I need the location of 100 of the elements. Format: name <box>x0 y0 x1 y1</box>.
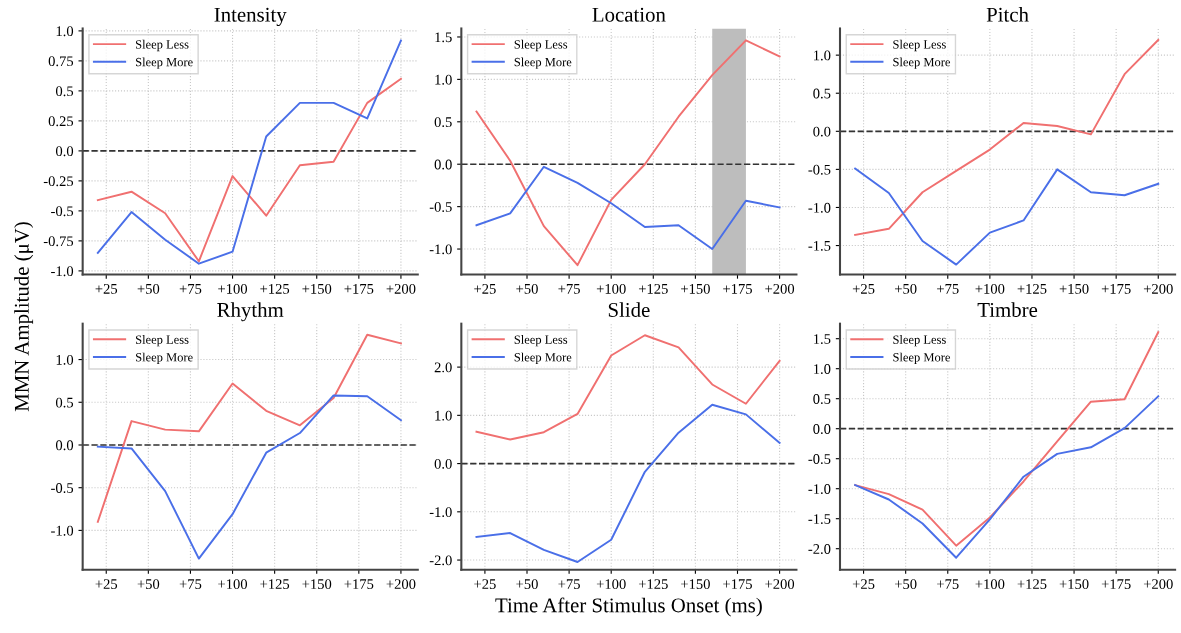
legend-label: Sleep More <box>136 57 193 69</box>
legend-label: Sleep More <box>893 57 951 69</box>
x-tick-label: +100 <box>596 283 626 294</box>
x-tick-label: +125 <box>260 579 290 589</box>
x-tick-label: +175 <box>723 579 752 589</box>
x-tick-label: +50 <box>516 579 538 589</box>
legend-label: Sleep More <box>893 352 951 365</box>
chart-title: Pitch <box>986 7 1029 22</box>
x-tick-label: +150 <box>681 579 710 589</box>
line-series <box>96 39 402 265</box>
line-series <box>854 167 1160 266</box>
legend-label: Sleep Less <box>136 335 189 347</box>
x-tick-label: +125 <box>638 579 668 589</box>
x-tick-label: +25 <box>852 579 875 589</box>
x-tick-label: +150 <box>681 283 710 294</box>
x-tick-label: +175 <box>344 579 374 589</box>
chart-title: Timbre <box>977 302 1038 317</box>
x-tick-label: +150 <box>1059 579 1089 589</box>
x-tick-label: +200 <box>1143 283 1173 294</box>
y-tick-label: -0.75 <box>43 236 74 247</box>
x-tick-label: +150 <box>302 283 332 294</box>
y-tick-label: -1.0 <box>808 202 831 213</box>
x-tick-label: +50 <box>516 283 538 294</box>
y-tick-label: 0.5 <box>813 88 831 99</box>
x-tick-label: +200 <box>386 579 416 589</box>
x-tick-label: +100 <box>596 579 626 589</box>
y-tick-label: 0.5 <box>55 86 74 97</box>
line-series <box>475 334 781 441</box>
x-tick-label: +150 <box>1059 283 1089 294</box>
y-tick-label: 2.0 <box>434 362 452 373</box>
x-tick-label: +125 <box>638 283 668 294</box>
y-tick-label: 1.0 <box>56 26 74 37</box>
x-tick-label: +50 <box>137 283 160 294</box>
x-tick-label: +200 <box>386 283 416 294</box>
legend-label: Sleep More <box>136 352 193 365</box>
x-tick-label: +100 <box>975 579 1005 589</box>
x-tick-label: +25 <box>95 579 118 589</box>
y-tick-label: -0.25 <box>43 176 74 187</box>
x-tick-label: +75 <box>937 284 959 294</box>
y-tick-label: -0.5 <box>51 206 74 217</box>
y-tick-label: -1.5 <box>808 514 831 524</box>
y-tick-label: 0.5 <box>813 394 831 404</box>
line-series <box>96 77 402 263</box>
y-tick-label: -2.0 <box>808 544 831 554</box>
x-tick-label: +125 <box>1017 579 1047 589</box>
y-tick-label: -1.0 <box>51 525 74 536</box>
line-series <box>96 394 402 560</box>
x-tick-label: +75 <box>558 284 580 294</box>
legend-label: Sleep Less <box>893 39 946 52</box>
y-tick-label: 0.0 <box>55 146 74 157</box>
y-tick-label: 0.0 <box>434 458 452 469</box>
chart-title: Rhythm <box>217 302 284 322</box>
x-tick-label: +200 <box>765 283 795 294</box>
legend-label: Sleep Less <box>136 39 189 52</box>
y-tick-label: -0.5 <box>429 201 452 212</box>
legend-label: Sleep More <box>514 352 572 365</box>
x-tick-label: +100 <box>975 283 1005 294</box>
legend-label: Sleep More <box>514 57 572 69</box>
y-tick-label: -1.0 <box>429 507 452 518</box>
y-tick-label: 0.75 <box>48 56 74 67</box>
y-tick-label: 0.0 <box>55 440 74 451</box>
legend-label: Sleep Less <box>893 335 946 347</box>
line-series <box>854 38 1160 236</box>
x-tick-label: +75 <box>179 579 202 589</box>
x-tick-label: +50 <box>894 579 917 589</box>
line-series <box>475 39 781 267</box>
chart-title: Slide <box>608 302 650 317</box>
x-tick-label: +175 <box>1101 284 1131 294</box>
x-tick-label: +150 <box>302 579 332 589</box>
x-tick-label: +200 <box>765 579 795 589</box>
x-tick-label: +100 <box>218 283 248 294</box>
y-tick-label: 1.0 <box>56 354 74 365</box>
y-tick-label: -1.0 <box>51 266 74 277</box>
y-axis-title: MMN Amplitude (μV) <box>14 222 34 412</box>
line-series <box>96 333 402 523</box>
y-tick-label: 0.25 <box>48 116 74 127</box>
y-tick-label: 1.0 <box>814 364 831 374</box>
x-tick-label: +25 <box>852 283 875 294</box>
line-series <box>854 331 1160 547</box>
line-series <box>475 165 781 251</box>
line-series <box>475 403 781 563</box>
x-tick-label: +25 <box>474 283 496 294</box>
y-tick-label: 0.0 <box>434 159 452 170</box>
y-tick-label: 0.0 <box>813 424 831 434</box>
x-tick-label: +75 <box>937 579 959 589</box>
y-tick-label: 1.0 <box>814 50 831 61</box>
y-tick-label: -0.5 <box>51 483 74 493</box>
x-tick-label: +75 <box>558 579 580 589</box>
y-tick-label: 0.5 <box>55 397 74 408</box>
y-tick-label: 1.0 <box>435 74 452 85</box>
x-tick-label: +175 <box>723 284 752 294</box>
x-tick-label: +25 <box>474 579 496 589</box>
y-tick-label: -1.0 <box>429 244 452 255</box>
x-tick-label: +125 <box>1017 283 1047 294</box>
y-tick-label: 0.5 <box>434 117 452 128</box>
y-tick-label: -0.5 <box>808 164 831 175</box>
x-tick-label: +200 <box>1143 579 1173 589</box>
y-tick-label: -1.0 <box>808 484 831 494</box>
x-axis-title: Time After Stimulus Onset (ms) <box>495 597 762 617</box>
chart-title: Location <box>592 7 666 22</box>
